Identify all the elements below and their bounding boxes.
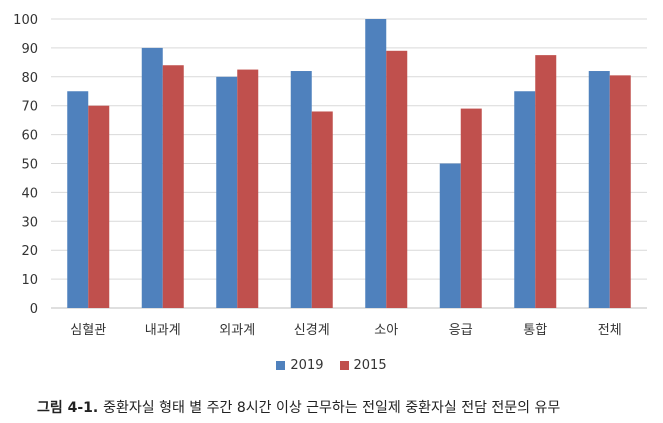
- legend-item-2019: 2019: [276, 357, 324, 373]
- x-category-label: 신경계: [294, 323, 330, 338]
- y-tick-label: 20: [21, 244, 38, 259]
- x-category-label: 통합: [523, 323, 547, 338]
- figure-caption: 그림 4-1. 중환자실 형태 별 주간 8시간 이상 근무하는 전일제 중환자…: [37, 397, 657, 417]
- y-tick-label: 90: [21, 42, 38, 57]
- x-category-label: 전체: [598, 323, 622, 338]
- bar-2015-0: [88, 105, 110, 308]
- y-tick-label: 60: [21, 129, 38, 144]
- x-category-label: 외과계: [219, 323, 255, 338]
- y-tick-label: 100: [13, 13, 38, 28]
- legend-swatch-2019: [276, 360, 286, 370]
- y-tick-label: 40: [21, 186, 38, 201]
- x-category-label: 내과계: [145, 323, 181, 338]
- chart-canvas: 0 10 20 30 40 50 60 70 80 90 100 심혈관 내과계 외과계 신경계 소아 응급 통합…: [13, 13, 647, 338]
- legend-label-2019: 2019: [290, 357, 324, 373]
- bar-2015-2: [237, 69, 259, 308]
- chart-legend: 2019 2015: [0, 356, 663, 374]
- bar-2019-7: [588, 71, 610, 309]
- bar-2019-1: [141, 47, 163, 309]
- bar-2019-6: [514, 91, 536, 308]
- bar-2015-3: [311, 111, 333, 308]
- legend-swatch-2015: [339, 360, 349, 370]
- figure-caption-text: 중환자실 형태 별 주간 8시간 이상 근무하는 전일제 중환자실 전담 전문의…: [103, 400, 561, 416]
- bar-2015-6: [535, 55, 557, 308]
- bar-2015-7: [609, 75, 631, 308]
- bar-2019-0: [67, 91, 89, 308]
- y-tick-label: 10: [21, 273, 38, 288]
- y-tick-label: 70: [21, 100, 38, 115]
- x-category-label: 소아: [374, 323, 398, 338]
- bar-2015-5: [460, 108, 482, 308]
- y-tick-label: 0: [30, 302, 38, 317]
- y-tick-label: 30: [21, 215, 38, 230]
- bar-2019-4: [365, 19, 387, 308]
- bar-2019-3: [290, 71, 312, 309]
- legend-item-2015: 2015: [339, 357, 387, 373]
- y-tick-label: 80: [21, 71, 38, 86]
- bar-2019-5: [439, 163, 461, 308]
- figure-caption-label: 그림 4-1.: [37, 400, 99, 416]
- bar-2015-4: [386, 50, 408, 308]
- bar-chart: 0 10 20 30 40 50 60 70 80 90 100 심혈관 내과계 외과계 신경계 소아 응급 통합…: [13, 13, 647, 338]
- legend-label-2015: 2015: [353, 357, 387, 373]
- x-category-label: 심혈관: [70, 323, 106, 338]
- bar-2019-2: [216, 76, 238, 308]
- bar-2015-1: [162, 65, 184, 309]
- x-category-label: 응급: [449, 323, 473, 338]
- y-tick-label: 50: [21, 158, 38, 173]
